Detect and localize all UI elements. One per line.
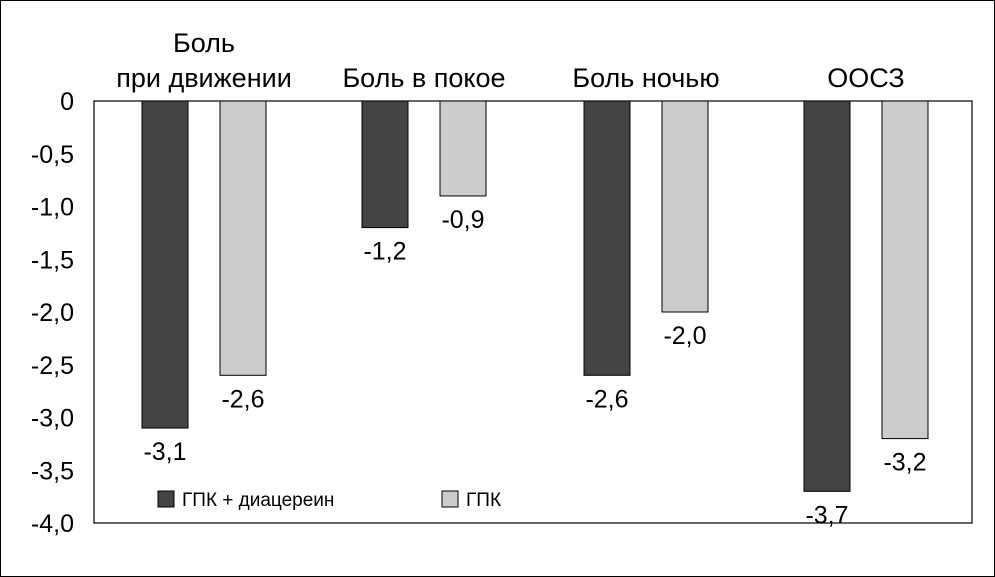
category-label-line: Боль — [173, 28, 235, 58]
category-label: Боль в покое — [342, 63, 505, 93]
bar-gpk — [219, 100, 267, 376]
bar-gpk-diacerein — [803, 100, 851, 492]
legend-swatch — [441, 490, 459, 508]
bars — [141, 100, 929, 492]
data-label: -3,7 — [805, 501, 848, 529]
legend-label: ГПК + диацереин — [182, 490, 334, 511]
data-label: -0,9 — [441, 206, 484, 234]
category-label-line: Боль ночью — [572, 63, 719, 93]
legend-label: ГПК — [466, 490, 501, 511]
y-tick-label: -4,0 — [31, 510, 74, 538]
data-label: -2,6 — [585, 385, 628, 413]
y-tick-label: -2,0 — [31, 299, 74, 327]
bar-gpk-diacerein — [361, 100, 409, 229]
data-label: -3,1 — [143, 438, 186, 466]
category-label: ООСЗ — [827, 63, 905, 93]
data-label: -1,2 — [363, 238, 406, 266]
data-label: -2,0 — [663, 322, 706, 350]
legend-swatch — [157, 490, 175, 508]
category-label-line: Боль в покое — [342, 63, 505, 93]
data-labels: -3,1 -1,2 -2,6 -3,7 -2,6 -0,9 -2,0 -3,2 — [143, 206, 926, 529]
bar-gpk-diacerein — [583, 100, 631, 376]
bar-gpk — [881, 100, 929, 440]
y-tick-label: -0,5 — [31, 141, 74, 169]
category-label-line: ООСЗ — [827, 63, 905, 93]
legend: ГПК + диацереин ГПК — [157, 490, 501, 511]
y-tick-label: -2,5 — [31, 352, 74, 380]
y-tick-label: -3,0 — [31, 405, 74, 433]
bar-gpk — [439, 100, 487, 197]
data-label: -3,2 — [883, 449, 926, 477]
y-tick-label: 0 — [60, 88, 74, 116]
y-axis: 0 -0,5 -1,0 -1,5 -2,0 -2,5 -3,0 -3,5 -4,0 — [31, 88, 74, 538]
category-labels: Боль при движении Боль в покое Боль ночью ОО… — [116, 28, 905, 93]
category-label: Боль при движении — [116, 28, 292, 93]
bar-gpk-diacerein — [141, 100, 189, 429]
bar-gpk — [661, 100, 709, 313]
y-tick-label: -1,5 — [31, 246, 74, 274]
y-tick-label: -3,5 — [31, 457, 74, 485]
category-label: Боль ночью — [572, 63, 719, 93]
y-tick-label: -1,0 — [31, 194, 74, 222]
data-label: -2,6 — [221, 385, 264, 413]
category-label-line: при движении — [116, 63, 292, 93]
plot-area-frame — [93, 100, 973, 524]
